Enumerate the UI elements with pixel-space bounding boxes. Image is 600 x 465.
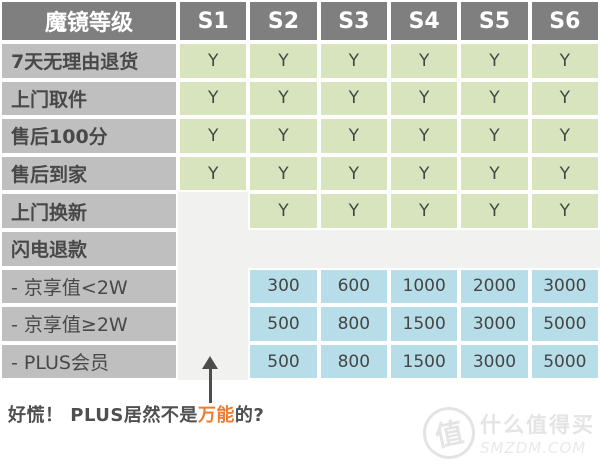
table-header-title: 魔镜等级	[0, 0, 178, 42]
watermark-text: 什么值得买 SMZDM.COM	[480, 409, 595, 457]
table-cell: Y	[459, 42, 530, 80]
table-cell: Y	[459, 79, 530, 118]
up-arrow-icon	[201, 356, 219, 404]
table-header-col-s2: S2	[248, 0, 319, 42]
row-label-flash-refund: 闪电退款	[0, 229, 178, 268]
table-header-col-s6: S6	[529, 0, 600, 42]
table-cell: Y	[459, 154, 530, 193]
table-header-col-s4: S4	[389, 0, 460, 42]
caption-text: 好慌！ PLUS居然不是万能的?	[8, 401, 264, 427]
table-cell: Y	[389, 42, 460, 80]
table-cell: Y	[459, 117, 530, 155]
table-cell: Y	[389, 154, 460, 193]
table-cell: Y	[248, 154, 319, 193]
table-cell: Y	[529, 79, 600, 118]
row-label-replace-home: 上门换新	[0, 192, 178, 230]
table-cell: 3000	[529, 267, 600, 306]
table-cell: Y	[318, 117, 389, 155]
table-cell: Y	[529, 154, 600, 193]
table-cell: 500	[248, 305, 319, 343]
table-header-col-s1: S1	[178, 0, 249, 42]
table-cell: Y	[529, 117, 600, 155]
table-cell: 3000	[459, 342, 530, 381]
table-cell: Y	[318, 154, 389, 193]
caption-suffix: 的?	[234, 405, 265, 426]
table-cell: Y	[529, 42, 600, 80]
table-cell: 5000	[529, 342, 600, 381]
table-cell: Y	[318, 42, 389, 80]
table-cell: 1500	[389, 342, 460, 381]
table-cell: Y	[178, 42, 249, 80]
table-cell: Y	[389, 192, 460, 230]
table-cell: Y	[178, 117, 249, 155]
table-cell: Y	[529, 192, 600, 230]
table-cell-empty	[178, 342, 249, 381]
table-cell: Y	[318, 192, 389, 230]
row-label-jingxiang-ge2w: - 京享值≥2W	[0, 305, 178, 343]
table-cell: 3000	[459, 305, 530, 343]
table-cell: 600	[318, 267, 389, 306]
table-cell: 300	[248, 267, 319, 306]
arrow-shaft	[208, 369, 212, 403]
table-cell-empty	[459, 229, 530, 268]
table-cell: Y	[178, 79, 249, 118]
table-header-col-s5: S5	[459, 0, 530, 42]
table-cell: Y	[389, 79, 460, 118]
watermark-domain: SMZDM.COM	[480, 439, 587, 457]
table-cell-empty	[248, 229, 319, 268]
smzdm-logo-icon: 值	[418, 402, 480, 464]
arrow-head	[202, 356, 218, 369]
row-label-jingxiang-lt2w: - 京享值<2W	[0, 267, 178, 306]
benefits-table: 魔镜等级 S1 S2 S3 S4 S5 S6 7天无理由退货 Y Y Y Y Y…	[0, 0, 600, 381]
smzdm-logo-char: 值	[432, 415, 467, 454]
row-label-return7days: 7天无理由退货	[0, 42, 178, 80]
table-cell: Y	[389, 117, 460, 155]
table-cell: 800	[318, 305, 389, 343]
row-label-pickup: 上门取件	[0, 79, 178, 118]
table-cell-empty	[178, 305, 249, 343]
table-cell-empty	[178, 267, 249, 306]
table-cell: 1500	[389, 305, 460, 343]
table-cell: 800	[318, 342, 389, 381]
table-cell-empty	[178, 229, 249, 268]
table-cell-empty	[178, 192, 249, 230]
table-cell: 2000	[459, 267, 530, 306]
caption-prefix: 好慌！ PLUS居然不是	[8, 405, 198, 426]
table-cell: Y	[248, 117, 319, 155]
smzdm-watermark: 值 什么值得买 SMZDM.COM	[418, 402, 595, 464]
table-cell-empty	[318, 229, 389, 268]
table-cell: 5000	[529, 305, 600, 343]
table-cell-empty	[389, 229, 460, 268]
table-cell: 500	[248, 342, 319, 381]
row-label-plus-member: - PLUS会员	[0, 342, 178, 381]
table-cell-empty	[529, 229, 600, 268]
watermark-sitename: 什么值得买	[480, 413, 595, 437]
table-cell: Y	[248, 79, 319, 118]
table-cell: Y	[178, 154, 249, 193]
row-label-service100: 售后100分	[0, 117, 178, 155]
table-cell: Y	[459, 192, 530, 230]
table-header-col-s3: S3	[318, 0, 389, 42]
table-cell: 1000	[389, 267, 460, 306]
table-cell: Y	[248, 42, 319, 80]
row-label-service-home: 售后到家	[0, 154, 178, 193]
caption-highlight: 万能	[197, 405, 235, 426]
table-cell: Y	[318, 79, 389, 118]
table-cell: Y	[248, 192, 319, 230]
